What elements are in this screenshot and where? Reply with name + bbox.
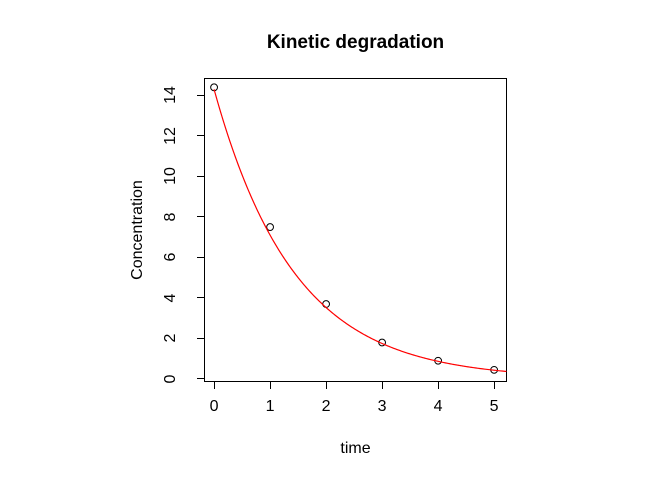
plot-title: Kinetic degradation <box>266 32 445 53</box>
y-tick-mark <box>197 135 204 137</box>
y-tick-mark <box>197 175 204 177</box>
x-tick-mark <box>269 382 271 389</box>
y-tick-label: 12 <box>162 127 179 145</box>
x-tick-mark <box>493 382 495 389</box>
x-tick-label: 5 <box>489 398 499 415</box>
y-tick-label: 10 <box>162 167 179 186</box>
y-tick-mark <box>197 337 204 339</box>
y-tick-label: 4 <box>162 293 179 303</box>
x-tick-label: 0 <box>209 398 219 415</box>
chart-canvas <box>210 83 507 374</box>
y-tick-mark <box>197 256 204 258</box>
y-tick-label: 14 <box>162 86 179 105</box>
data-point-marker <box>266 223 274 231</box>
x-tick-mark <box>381 382 383 389</box>
x-tick-mark <box>325 382 327 389</box>
y-tick-mark <box>197 297 204 299</box>
x-tick-label: 4 <box>433 398 443 415</box>
data-point-marker <box>322 300 330 308</box>
x-tick-label: 1 <box>265 398 275 415</box>
y-tick-mark <box>197 216 204 218</box>
y-tick-label: 6 <box>162 252 179 262</box>
x-tick-mark <box>437 382 439 389</box>
y-tick-label: 8 <box>162 212 179 222</box>
y-axis-title: Concentration <box>129 180 146 280</box>
x-tick-label: 2 <box>321 398 331 415</box>
x-axis-title: time <box>340 440 371 457</box>
x-tick-label: 3 <box>377 398 387 415</box>
x-tick-mark <box>213 382 215 389</box>
plot-area-frame <box>204 78 507 382</box>
y-tick-label: 2 <box>162 334 179 343</box>
y-tick-mark <box>197 94 204 96</box>
y-tick-mark <box>197 378 204 380</box>
y-tick-label: 0 <box>162 374 179 384</box>
fit-curve-line <box>213 89 507 373</box>
